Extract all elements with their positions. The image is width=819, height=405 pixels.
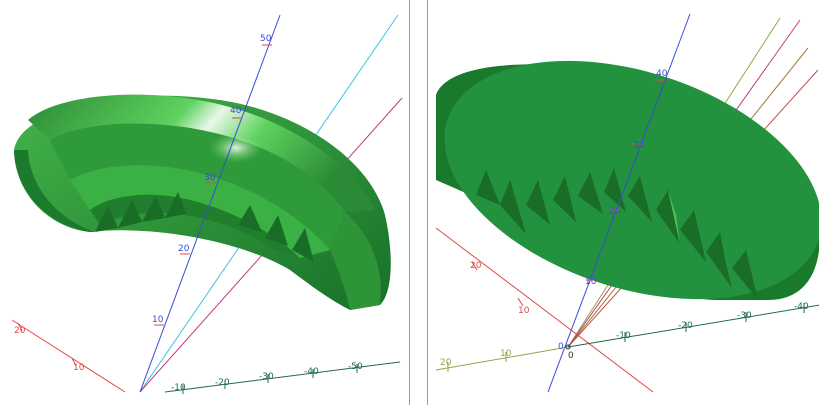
right-3d-viewport[interactable]: 40 30 20 10 0 0 20 10 -10 -20 -30 -40 bbox=[427, 0, 819, 405]
left-blue-tick-label: 50 bbox=[260, 34, 272, 44]
right-red-tick-label: 20 bbox=[470, 261, 482, 271]
left-red-tick-label: 10 bbox=[73, 363, 85, 373]
blue-axis-line bbox=[547, 13, 691, 393]
left-blue-tick-label: 10 bbox=[152, 315, 164, 325]
left-green-tick-label: -50 bbox=[348, 362, 363, 372]
green-axis-line bbox=[567, 304, 819, 348]
red-axis-line bbox=[435, 227, 654, 393]
right-olive-tick-label: 20 bbox=[440, 358, 452, 368]
left-blue-tick-label: 20 bbox=[178, 244, 190, 254]
left-3d-viewport[interactable]: 50 40 30 20 10 20 10 -10 -20 -30 -40 bbox=[0, 0, 410, 405]
right-red-tick-label: 10 bbox=[518, 306, 530, 316]
origin-marker bbox=[565, 344, 571, 350]
left-green-tick-label: -10 bbox=[171, 383, 186, 393]
right-blue-tick-label: 20 bbox=[609, 207, 621, 217]
left-green-tick-label: -30 bbox=[259, 372, 274, 382]
blue-axis-line bbox=[139, 14, 281, 393]
right-scene: 40 30 20 10 0 0 20 10 -10 -20 -30 -40 bbox=[435, 13, 819, 393]
red-axis-line bbox=[11, 319, 126, 393]
left-scene: 50 40 30 20 10 20 10 -10 -20 -30 -40 bbox=[11, 14, 403, 394]
left-green-tick-label: -20 bbox=[215, 378, 230, 388]
origin-label: 0 bbox=[568, 351, 574, 361]
olive-axis-line bbox=[435, 346, 569, 371]
left-blue-tick-label: 40 bbox=[230, 106, 242, 116]
right-green-tick-label: -30 bbox=[737, 311, 752, 321]
right-origin-tick-label: 0 bbox=[558, 342, 564, 352]
3d-part-left bbox=[14, 94, 391, 310]
right-green-tick-label: -40 bbox=[794, 302, 809, 312]
3d-part-right bbox=[436, 60, 819, 300]
disc-top-face bbox=[444, 60, 819, 300]
left-blue-tick-label: 30 bbox=[204, 173, 216, 183]
left-red-tick-label: 20 bbox=[14, 326, 26, 336]
green-axis-line bbox=[164, 361, 401, 393]
right-blue-tick-label: 40 bbox=[656, 69, 668, 79]
left-green-tick-label: -40 bbox=[304, 367, 319, 377]
right-green-tick-label: -10 bbox=[616, 331, 631, 341]
right-olive-tick-label: 10 bbox=[500, 349, 512, 359]
right-blue-tick-label: 30 bbox=[633, 141, 645, 151]
right-green-tick-label: -20 bbox=[678, 321, 693, 331]
right-blue-tick-label: 10 bbox=[585, 277, 597, 287]
